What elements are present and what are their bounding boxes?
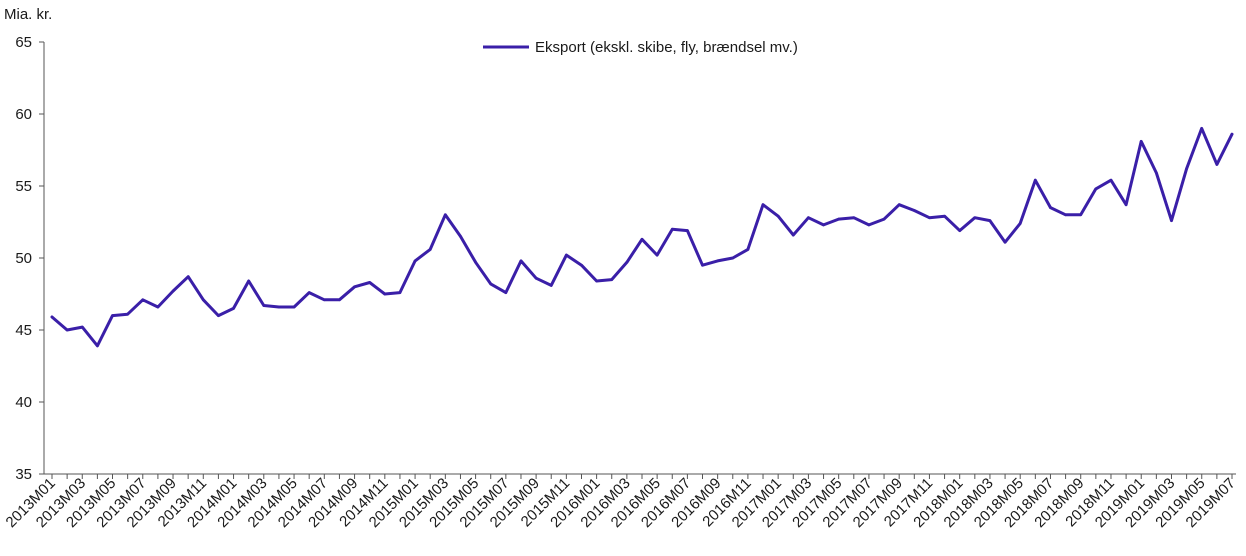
data-point [776, 214, 780, 218]
data-point [474, 261, 477, 264]
data-point [171, 289, 175, 293]
data-point [202, 298, 205, 302]
data-point [792, 233, 795, 237]
series-line [50, 126, 1234, 348]
legend: Eksport (ekskl. skibe, fly, brændsel mv.… [483, 39, 798, 56]
data-point [428, 248, 432, 251]
data-point [837, 217, 840, 221]
data-point [534, 276, 538, 280]
data-point [625, 261, 629, 264]
data-point [504, 291, 508, 294]
data-point [807, 216, 810, 219]
data-point [65, 328, 69, 332]
data-point [1139, 140, 1143, 143]
data-point [1170, 219, 1173, 222]
data-point [867, 223, 871, 227]
data-point [1124, 203, 1128, 206]
y-axis: 35 40 45 50 55 60 65 [15, 34, 45, 483]
data-point [1155, 171, 1158, 175]
data-point [1079, 213, 1082, 217]
data-point [1185, 167, 1188, 170]
data-point [217, 314, 220, 317]
data-point [413, 259, 417, 263]
data-point [247, 279, 250, 283]
data-point [565, 253, 568, 257]
data-point [822, 223, 825, 227]
data-point [595, 279, 598, 283]
data-point [958, 229, 961, 232]
data-point [882, 217, 886, 221]
data-point [701, 263, 704, 267]
data-point [943, 214, 946, 218]
y-tick-label: 60 [15, 106, 32, 123]
data-point [1034, 178, 1037, 182]
data-point [1064, 213, 1067, 217]
data-point [277, 305, 281, 309]
y-tick-label: 65 [15, 34, 32, 51]
data-point [686, 229, 689, 232]
data-point [50, 315, 54, 319]
data-point [338, 298, 341, 302]
data-point [262, 304, 266, 307]
data-point [186, 275, 190, 279]
data-point [640, 238, 644, 241]
data-point [1109, 178, 1113, 182]
data-point [913, 209, 916, 212]
data-point [111, 314, 114, 317]
y-tick-label: 55 [15, 178, 32, 195]
data-point [716, 259, 719, 263]
data-point [761, 203, 765, 206]
data-point [232, 307, 235, 310]
data-point [928, 216, 931, 219]
data-point [671, 227, 674, 231]
data-point [323, 298, 326, 302]
data-point [81, 325, 84, 329]
data-point [580, 263, 583, 267]
data-point [1200, 127, 1203, 130]
data-point [1003, 240, 1007, 244]
data-point [156, 305, 160, 309]
data-point [519, 259, 523, 263]
y-tick-label: 35 [15, 466, 32, 483]
series-layer [50, 126, 1234, 348]
data-point [292, 305, 296, 309]
data-point [353, 285, 356, 289]
data-point [746, 248, 750, 251]
data-point [383, 292, 387, 296]
data-point [897, 203, 901, 206]
data-point [731, 256, 735, 260]
y-axis-unit-label: Mia. kr. [4, 6, 52, 23]
data-point [489, 282, 493, 286]
data-point [852, 216, 856, 219]
data-point [1049, 206, 1052, 209]
data-point [126, 312, 129, 316]
data-point [988, 219, 992, 222]
data-point [1094, 187, 1098, 191]
data-point [549, 284, 553, 287]
x-axis: 2013M012013M032013M052013M072013M092013M… [3, 473, 1239, 531]
data-point [368, 281, 372, 284]
data-point [655, 253, 659, 257]
data-point [398, 291, 402, 294]
data-point [1018, 222, 1022, 225]
data-point [610, 278, 613, 281]
data-point [973, 216, 977, 219]
data-point [96, 344, 99, 348]
y-tick-label: 45 [15, 322, 32, 339]
data-point [444, 213, 447, 217]
data-point [459, 235, 462, 238]
data-point [141, 298, 145, 302]
data-point [307, 291, 311, 294]
data-point [1230, 132, 1234, 136]
y-tick-label: 50 [15, 250, 32, 267]
data-point [1215, 163, 1219, 166]
legend-label: Eksport (ekskl. skibe, fly, brændsel mv.… [535, 39, 798, 56]
y-tick-label: 40 [15, 394, 32, 411]
